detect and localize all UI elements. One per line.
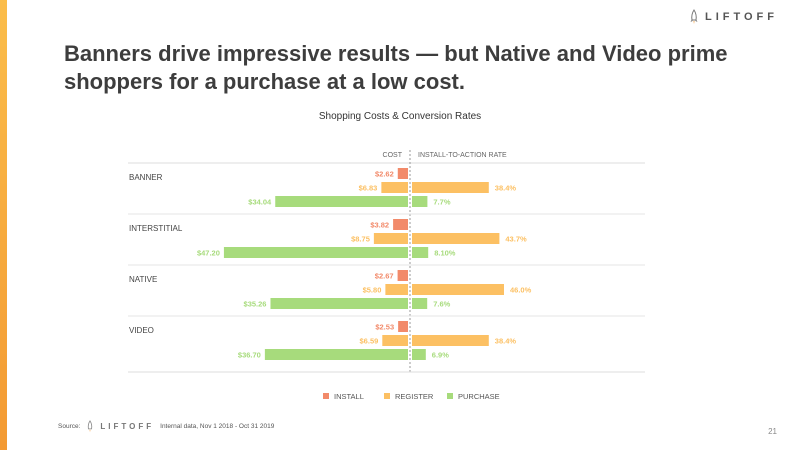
cost-label-purchase: $34.04 bbox=[248, 198, 272, 207]
legend-swatch-install bbox=[323, 393, 329, 399]
rate-label-purchase: 7.7% bbox=[433, 198, 450, 207]
rate-label-purchase: 6.9% bbox=[432, 351, 449, 360]
rate-bar-register bbox=[412, 335, 489, 346]
group-label-video: VIDEO bbox=[129, 326, 154, 335]
cost-bar-register bbox=[385, 284, 408, 295]
cost-bar-purchase bbox=[275, 196, 408, 207]
footer: Source: LIFTOFF Internal data, Nov 1 201… bbox=[58, 420, 274, 433]
rate-bar-purchase bbox=[412, 298, 428, 309]
cost-label-purchase: $36.70 bbox=[238, 351, 261, 360]
rate-bar-purchase bbox=[412, 196, 428, 207]
cost-column-header: COST bbox=[383, 152, 403, 159]
cost-label-install: $3.82 bbox=[370, 221, 389, 230]
group-label-interstitial: INTERSTITIAL bbox=[129, 224, 183, 233]
rate-bar-purchase bbox=[412, 247, 429, 258]
legend-label-install: INSTALL bbox=[334, 392, 364, 401]
cost-bar-purchase bbox=[270, 298, 408, 309]
cost-bar-install bbox=[397, 270, 408, 281]
page-title: Banners drive impressive results — but N… bbox=[64, 41, 728, 94]
cost-bar-purchase bbox=[264, 349, 408, 360]
cost-bar-register bbox=[381, 182, 408, 193]
rate-label-register: 43.7% bbox=[505, 235, 527, 244]
cost-label-register: $6.83 bbox=[359, 184, 378, 193]
cost-bar-purchase bbox=[223, 247, 408, 258]
accent-edge bbox=[0, 0, 7, 450]
rate-bar-purchase bbox=[412, 349, 426, 360]
rate-label-register: 38.4% bbox=[495, 337, 517, 346]
brand-logo: LIFTOFF bbox=[689, 9, 778, 25]
cost-label-register: $8.75 bbox=[351, 235, 370, 244]
rate-bar-register bbox=[412, 233, 500, 244]
rate-column-header: INSTALL-TO-ACTION RATE bbox=[418, 152, 507, 159]
source-note: Internal data, Nov 1 2018 - Oct 31 2019 bbox=[160, 423, 275, 430]
footer-logo-text: LIFTOFF bbox=[100, 422, 155, 431]
rate-bar-register bbox=[412, 284, 504, 295]
chart-title: Shopping Costs & Conversion Rates bbox=[318, 111, 482, 122]
cost-bar-install bbox=[397, 168, 408, 179]
cost-bar-install bbox=[393, 219, 408, 230]
cost-bar-register bbox=[373, 233, 408, 244]
legend-swatch-register bbox=[384, 393, 390, 399]
rocket-icon bbox=[690, 9, 698, 24]
source-label: Source: bbox=[58, 423, 81, 430]
cost-label-purchase: $47.20 bbox=[197, 249, 220, 258]
cost-label-register: $5.80 bbox=[363, 286, 382, 295]
rate-label-purchase: 8.10% bbox=[434, 249, 456, 258]
rate-label-purchase: 7.6% bbox=[433, 300, 450, 309]
legend-label-purchase: PURCHASE bbox=[458, 392, 500, 401]
cost-bar-register bbox=[382, 335, 408, 346]
cost-label-install: $2.53 bbox=[375, 323, 394, 332]
cost-conversion-chart: COST INSTALL-TO-ACTION RATE BANNER $2.62 $6.… bbox=[128, 150, 645, 401]
brand-logo-text: LIFTOFF bbox=[704, 11, 778, 23]
group-label-native: NATIVE bbox=[129, 275, 157, 284]
cost-label-install: $2.67 bbox=[375, 272, 394, 281]
legend-label-register: REGISTER bbox=[395, 392, 434, 401]
cost-label-install: $2.62 bbox=[375, 170, 394, 179]
page-number: 21 bbox=[768, 427, 777, 436]
cost-bar-install bbox=[398, 321, 408, 332]
cost-label-purchase: $35.26 bbox=[244, 300, 267, 309]
group-label-banner: BANNER bbox=[129, 173, 163, 182]
rate-label-register: 46.0% bbox=[510, 286, 532, 295]
legend-swatch-purchase bbox=[447, 393, 453, 399]
rocket-icon bbox=[88, 420, 93, 433]
cost-label-register: $6.59 bbox=[360, 337, 379, 346]
rate-bar-register bbox=[412, 182, 489, 193]
rate-label-register: 38.4% bbox=[495, 184, 517, 193]
